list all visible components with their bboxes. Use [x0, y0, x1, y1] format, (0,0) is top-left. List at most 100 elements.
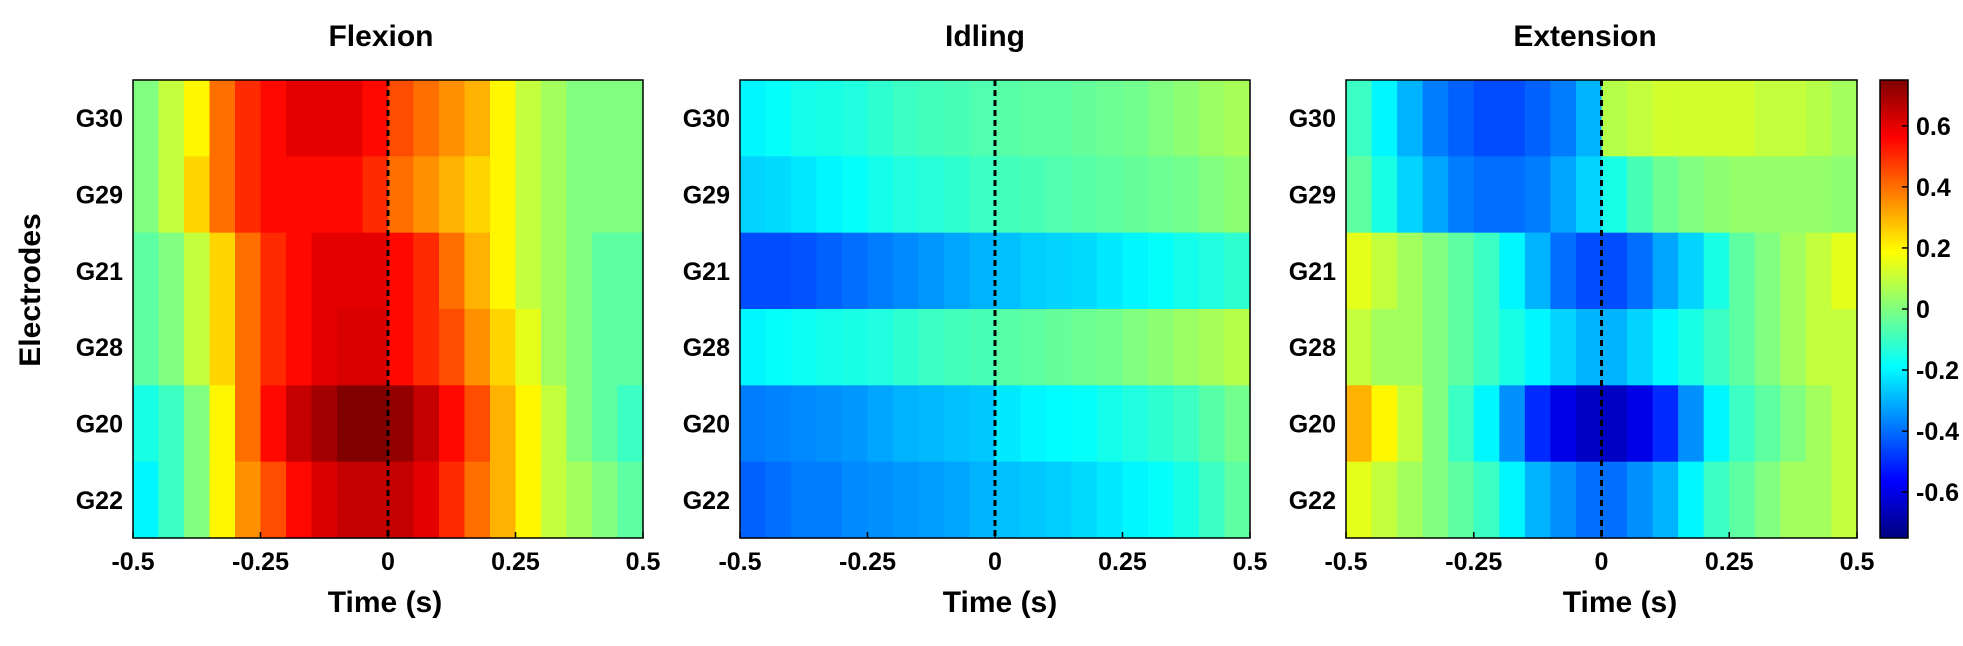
heatmap-cell [1575, 385, 1603, 463]
heatmap-cell [1780, 156, 1807, 234]
heatmap-cell [1397, 385, 1424, 463]
heatmap-cell [1550, 461, 1577, 539]
heatmap-cell [1805, 461, 1833, 539]
x-tick-labels: -0.5 -0.25 0 0.25 0.5 [1324, 548, 1874, 576]
heatmap-cell [1020, 232, 1047, 310]
heatmap-cell [1371, 80, 1398, 157]
x-axis-label: Time (s) [943, 586, 1057, 619]
heatmap-cell [816, 156, 843, 234]
heatmap-cell [337, 461, 364, 539]
x-tick-label: 0.5 [1233, 548, 1268, 576]
heatmap-cell [1678, 309, 1705, 386]
heatmap-cell [1397, 309, 1424, 386]
heatmap-cell [1780, 80, 1807, 157]
heatmap-cell [158, 80, 185, 157]
heatmap-cell [337, 232, 364, 310]
heatmap-cell [1046, 80, 1073, 157]
heatmap-cell [1173, 309, 1200, 386]
heatmap-cell [515, 309, 542, 386]
heatmap-cell [867, 461, 894, 539]
heatmap-cell [566, 385, 593, 463]
heatmap-cell [1703, 232, 1730, 310]
panel-title: Flexion [328, 20, 433, 53]
heatmap-cell [893, 232, 920, 310]
heatmap-cell [1046, 461, 1073, 539]
heatmap-cell [1703, 461, 1730, 539]
y-tick-label: G30 [76, 105, 123, 133]
heatmap-cell [286, 309, 313, 386]
heatmap-cell [867, 385, 894, 463]
heatmap-cell [286, 461, 313, 539]
heatmap-cell [1397, 461, 1424, 539]
heatmap-cell [1499, 309, 1526, 386]
heatmap-cell [235, 309, 262, 386]
heatmap-cell [791, 232, 818, 310]
heatmap-cell [944, 156, 971, 234]
heatmap-cell [286, 80, 313, 157]
y-tick-label: G21 [683, 258, 730, 286]
heatmap-cell [592, 156, 619, 234]
heatmap-cell [995, 309, 1022, 386]
x-tick-label: -0.5 [111, 548, 154, 576]
heatmap-cell [235, 461, 262, 539]
heatmap-cell [1601, 80, 1628, 157]
heatmap-cell [1346, 461, 1373, 539]
heatmap-cell [1524, 461, 1551, 539]
heatmap-cell [184, 461, 211, 539]
heatmap-cell [413, 385, 440, 463]
heatmap-cell [1046, 309, 1073, 386]
heatmap-cells [133, 80, 644, 539]
heatmap-cell [791, 80, 818, 157]
heatmap-cell [1831, 156, 1858, 234]
heatmap-cell [1601, 232, 1628, 310]
heatmap-cell [566, 156, 593, 234]
heatmap-cell [515, 156, 542, 234]
heatmap-cell [617, 156, 644, 234]
heatmap-cell [969, 385, 996, 463]
heatmap-cell [362, 385, 389, 463]
heatmap-cell [1805, 232, 1833, 310]
heatmap-cell [1652, 80, 1679, 157]
heatmap-cell [1473, 309, 1500, 386]
colorbar-tick-label: -0.2 [1916, 357, 1959, 385]
heatmap-cell [1422, 309, 1449, 386]
heatmap-cell [184, 156, 211, 234]
colorbar: -0.6 -0.4 -0.2 0 0.2 0.4 0.6 [1879, 79, 1959, 539]
heatmap-cell [184, 385, 211, 463]
y-tick-label: G22 [683, 487, 730, 515]
heatmap-cell [1173, 385, 1200, 463]
heatmap-cell [260, 309, 287, 386]
heatmap-cell [439, 232, 466, 310]
heatmap-cell [969, 80, 996, 157]
heatmap-cell [816, 461, 843, 539]
heatmap-cell [1448, 461, 1475, 539]
heatmap-cell [1448, 80, 1475, 157]
heatmap-cell [1499, 232, 1526, 310]
heatmap-cell [740, 309, 767, 386]
heatmap-cell [362, 461, 389, 539]
heatmap-cell [388, 156, 415, 234]
y-axis-label: Electrodes [14, 213, 47, 366]
heatmap-cell [1780, 385, 1807, 463]
heatmap-cell [617, 385, 644, 463]
heatmap-cell [1780, 309, 1807, 386]
heatmap-cell [260, 385, 287, 463]
colorbar-tick-label: -0.4 [1916, 418, 1959, 446]
x-tick-label: -0.25 [232, 548, 289, 576]
heatmap-cell [1805, 80, 1833, 157]
heatmap-cell [362, 80, 389, 157]
heatmap-cell [1678, 80, 1705, 157]
heatmap-cell [413, 80, 440, 157]
heatmap-cell [1397, 156, 1424, 234]
heatmap-cell [413, 232, 440, 310]
heatmap-cell [592, 80, 619, 157]
x-tick-labels: -0.5 -0.25 0 0.25 0.5 [111, 548, 660, 576]
heatmap-cell [1122, 461, 1149, 539]
heatmap-cell [1122, 385, 1149, 463]
heatmap-cell [944, 461, 971, 539]
heatmap-cell [1831, 461, 1858, 539]
heatmap-cell [1729, 232, 1756, 310]
heatmap-cell [413, 461, 440, 539]
heatmap-cell [1148, 232, 1175, 310]
heatmap-cell [1371, 385, 1398, 463]
